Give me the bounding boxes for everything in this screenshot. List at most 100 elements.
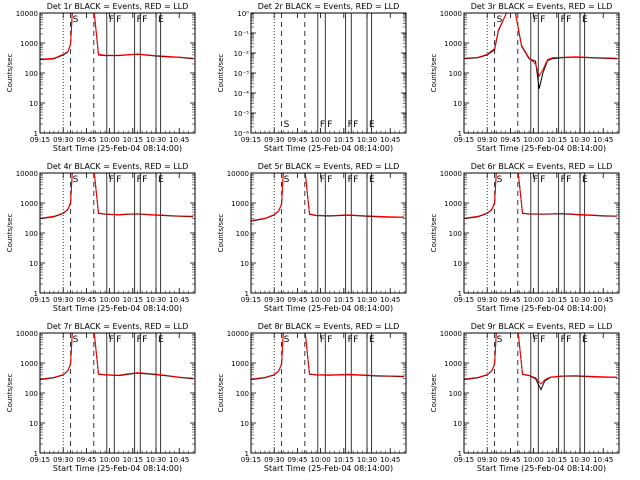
event-marker-label: S — [497, 335, 503, 345]
event-marker-label: F — [320, 175, 325, 185]
panel-title: Det 5r BLACK = Events, RED = LLD — [258, 162, 400, 171]
event-marker-label: F — [561, 335, 566, 345]
x-tick-label: 10:30 — [357, 296, 377, 304]
panel-title: Det 3r BLACK = Events, RED = LLD — [471, 2, 613, 11]
y-tick-label: 1000 — [444, 200, 462, 208]
x-tick-label: 09:15 — [454, 456, 474, 464]
x-tick-label: 10:00 — [524, 456, 544, 464]
y-tick-label: 1 — [458, 290, 462, 298]
event-marker-label: F — [533, 15, 538, 25]
x-tick-label: 10:15 — [334, 456, 354, 464]
y-tick-label: 100 — [236, 230, 249, 238]
y-tick-label: 1 — [34, 450, 38, 458]
x-tick-label: 09:30 — [264, 456, 284, 464]
y-tick-label: 10 — [453, 420, 462, 428]
panel-title: Det 8r BLACK = Events, RED = LLD — [258, 322, 400, 331]
y-axis-label: Counts/sec — [430, 374, 438, 413]
y-tick-label: 100 — [236, 390, 249, 398]
event-marker-label: F — [320, 120, 325, 130]
event-marker-label: S — [497, 175, 503, 185]
x-tick-label: 10:00 — [311, 456, 331, 464]
y-tick-label: 1 — [245, 450, 249, 458]
event-marker-label: F — [142, 15, 147, 25]
y-tick-label: 100 — [449, 230, 462, 238]
event-marker-label: F — [142, 335, 147, 345]
event-marker-label: S — [284, 175, 290, 185]
y-tick-label: 1000 — [20, 200, 38, 208]
y-tick-label: 1000 — [231, 200, 249, 208]
x-tick-label: 09:45 — [76, 136, 96, 144]
event-marker-label: S — [497, 15, 503, 25]
panel-title: Det 6r BLACK = Events, RED = LLD — [471, 162, 613, 171]
event-marker-label: F — [327, 335, 332, 345]
detector-panel: Det 5r BLACK = Events, RED = LLDSFFFFE11… — [217, 162, 407, 313]
x-tick-label: 09:45 — [287, 136, 307, 144]
y-tick-label: 10 — [29, 420, 38, 428]
panel-title: Det 1r BLACK = Events, RED = LLD — [47, 2, 189, 11]
event-marker-label: F — [353, 120, 358, 130]
x-axis-label: Start Time (25-Feb-04 08:14:00) — [264, 304, 393, 313]
y-tick-label: 10⁰ — [237, 10, 249, 18]
event-marker-label: S — [73, 175, 79, 185]
x-tick-label: 10:15 — [123, 136, 143, 144]
x-axis-label: Start Time (25-Feb-04 08:14:00) — [264, 144, 393, 153]
x-tick-label: 10:45 — [169, 456, 189, 464]
event-marker-label: F — [348, 120, 353, 130]
event-marker-label: F — [348, 175, 353, 185]
x-tick-label: 09:30 — [53, 296, 73, 304]
event-marker-label: F — [540, 335, 545, 345]
x-tick-label: 10:45 — [593, 136, 613, 144]
x-tick-label: 10:00 — [311, 296, 331, 304]
x-axis-label: Start Time (25-Feb-04 08:14:00) — [477, 144, 606, 153]
y-tick-label: 100 — [449, 70, 462, 78]
y-tick-label: 10⁻² — [234, 50, 250, 58]
y-tick-label: 100 — [25, 390, 38, 398]
lld-series-line — [40, 173, 194, 219]
x-tick-label: 09:15 — [454, 136, 474, 144]
y-axis-label: Counts/sec — [217, 374, 225, 413]
panel-title: Det 9r BLACK = Events, RED = LLD — [471, 322, 613, 331]
event-marker-label: F — [353, 175, 358, 185]
y-tick-label: 1 — [34, 290, 38, 298]
y-tick-label: 10⁻³ — [234, 70, 250, 78]
y-tick-label: 10000 — [227, 170, 249, 178]
x-tick-label: 10:30 — [146, 296, 166, 304]
y-axis-label: Counts/sec — [430, 214, 438, 253]
detector-panel: Det 6r BLACK = Events, RED = LLDSFFFFE11… — [430, 162, 620, 313]
event-marker-label: F — [561, 175, 566, 185]
event-marker-label: F — [137, 335, 142, 345]
event-marker-label: F — [540, 15, 545, 25]
event-marker-label: F — [137, 15, 142, 25]
y-axis-label: Counts/sec — [217, 54, 225, 93]
x-tick-label: 10:45 — [593, 296, 613, 304]
y-tick-label: 1000 — [20, 360, 38, 368]
x-tick-label: 10:00 — [524, 136, 544, 144]
detector-panel: Det 9r BLACK = Events, RED = LLDSFFFFE11… — [430, 322, 620, 473]
event-marker-label: S — [284, 120, 290, 130]
x-tick-label: 09:15 — [30, 296, 50, 304]
x-tick-label: 09:45 — [500, 456, 520, 464]
y-tick-label: 10000 — [227, 330, 249, 338]
lld-series-line — [251, 173, 405, 222]
detector-panel: Det 1r BLACK = Events, RED = LLDSFFFFE11… — [6, 2, 196, 153]
x-tick-label: 10:45 — [380, 296, 400, 304]
y-axis-label: Counts/sec — [6, 214, 14, 253]
x-tick-label: 10:45 — [380, 136, 400, 144]
event-marker-label: S — [73, 15, 79, 25]
x-tick-label: 09:15 — [30, 136, 50, 144]
detector-panel: Det 4r BLACK = Events, RED = LLDSFFFFE11… — [6, 162, 196, 313]
x-tick-label: 10:15 — [547, 456, 567, 464]
event-marker-label: F — [566, 175, 571, 185]
event-marker-label: S — [73, 335, 79, 345]
panel-title: Det 4r BLACK = Events, RED = LLD — [47, 162, 189, 171]
x-tick-label: 09:15 — [241, 296, 261, 304]
y-tick-label: 10⁻⁴ — [234, 90, 250, 98]
x-tick-label: 09:30 — [53, 136, 73, 144]
event-marker-label: F — [533, 335, 538, 345]
x-tick-label: 09:45 — [76, 296, 96, 304]
y-tick-label: 100 — [449, 390, 462, 398]
y-tick-label: 1 — [245, 290, 249, 298]
lld-series-line — [40, 333, 194, 380]
event-marker-label: F — [137, 175, 142, 185]
